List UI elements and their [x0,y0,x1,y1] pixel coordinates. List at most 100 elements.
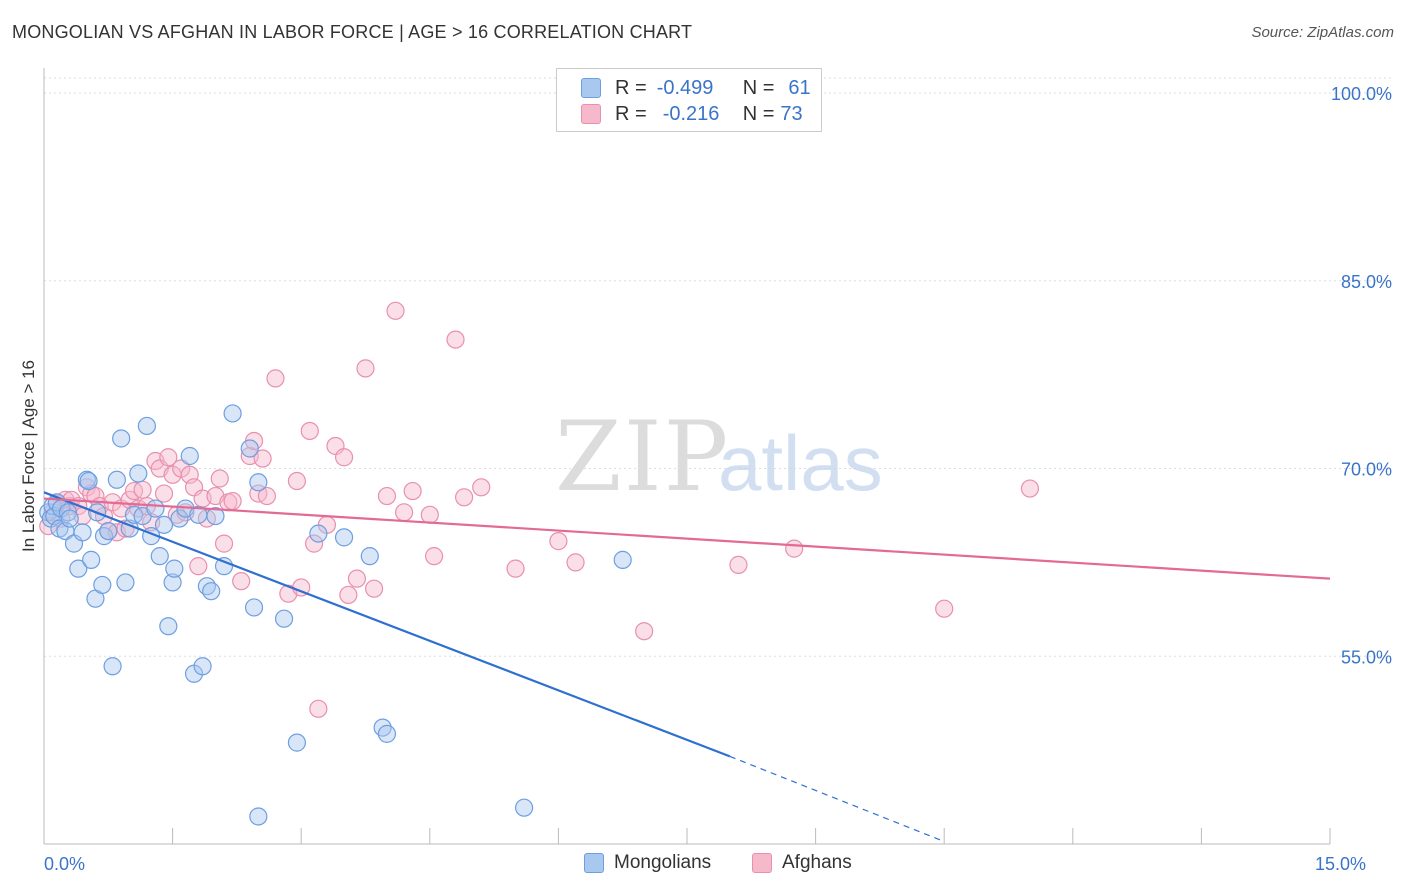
afghan-point [214,534,234,553]
correlation-legend: R = -0.499 N = 61 R = -0.216 N = 73 [556,68,822,132]
mongolian-point [107,470,126,489]
afghan-point [1020,479,1040,498]
watermark-atlas: atlas [718,419,883,507]
mongolian-point [93,575,112,595]
x-tick-label: 15.0% [1315,854,1366,874]
mongolian-point [137,416,156,436]
mongolian-point [274,609,294,628]
x-tick-label: 0.0% [44,854,85,874]
mongolian-point [206,506,225,526]
source-label: Source: ZipAtlas.com [1251,24,1394,41]
afghan-point [403,481,422,501]
afghan-point [266,369,285,388]
mongolian-point [82,550,101,569]
chart-title: MONGOLIAN VS AFGHAN IN LABOR FORCE | AGE… [12,22,693,42]
afghan-point [785,539,804,558]
legend-row-afghans: R = -0.216 N = 73 [581,102,803,126]
mongolian-point [79,471,98,491]
mongolian-point [73,523,92,542]
mongolian-point [214,557,234,576]
mongolian-point [240,439,259,458]
mongolian-point [360,547,379,566]
axis-layer [43,68,1331,845]
afghan-point [424,547,444,566]
mongolian-point [163,573,182,592]
afghan-point [133,480,152,499]
afghan-point [935,599,954,618]
afghan-point [364,579,384,598]
afghan-point [394,503,414,522]
afghan-point [549,532,568,551]
trend-layer [43,491,1331,843]
mongolian-point [60,509,79,528]
mongolians-trend-line [43,491,731,758]
mongolian-point [309,524,328,543]
mongolian-point [159,617,178,636]
afghan-swatch [581,104,601,124]
afghan-point [253,449,272,468]
afghan-point [420,505,439,524]
afghan-point [446,330,465,349]
watermark-zip: ZIP [555,401,730,513]
afghan-point [377,486,397,506]
afghan-point [304,534,324,553]
legend-r-value: -0.499 [656,76,714,99]
bottom-legend-mongolians: Mongolians [584,852,711,874]
afghan-point [210,469,229,488]
mongolian-point [154,515,174,534]
mongolian-point [244,598,264,617]
afghan-point [309,699,328,718]
afghan-point [154,484,174,503]
mongolian-point [146,499,165,518]
afghan-point [223,491,242,511]
afghan-point [232,572,251,591]
bottom-legend-afghans: Afghans [752,852,852,874]
mongolian-point [58,503,78,522]
mongolian-point [193,657,212,676]
afghan-point [334,448,354,467]
legend-n-value: 73 [780,102,803,125]
mongolian-point [103,657,122,676]
y-tick-label: 55.0% [1341,647,1392,667]
afghan-point [287,471,307,491]
bottom-legend-afghans-label: Afghans [782,852,852,873]
mongolians-points [39,404,632,826]
afghan-point [635,622,654,641]
mongolian-point [249,807,268,826]
mongolian-point [180,446,199,466]
mongolian-point [613,550,632,569]
mongolian-point [202,582,221,601]
mongolian-point [515,798,534,817]
tick-label-layer: 100.0% 85.0% 70.0% 55.0% 0.0% 15.0% [44,84,1392,874]
mongolian-point [116,573,135,592]
afghan-point [729,555,748,574]
mongolian-point [99,521,118,541]
legend-r-value: -0.216 [662,102,720,125]
legend-n-label: N = [742,102,775,125]
afghan-point [454,488,474,507]
legend-n-value: 61 [788,76,811,99]
afghan-point [189,557,208,576]
afghan-point [257,486,277,506]
mongolian-point [334,528,354,547]
afghan-point [339,585,358,605]
afghan-swatch [752,853,772,873]
watermark: ZIP atlas [555,401,883,513]
afghan-point [506,559,525,578]
legend-row-mongolians: R = -0.499 N = 61 [581,76,811,100]
y-tick-label: 100.0% [1331,84,1392,104]
afghan-point [566,553,585,572]
legend-n-label: N = [742,76,775,99]
y-tick-label: 70.0% [1341,460,1392,480]
y-axis-label: In Labor Force | Age > 16 [19,360,38,552]
afghan-point [472,478,491,497]
mongolian-point [223,404,242,423]
mongolian-point [129,464,148,483]
afghan-point [386,301,405,320]
y-tick-label: 85.0% [1341,272,1392,292]
afghans-trend-line [43,497,1331,580]
afghan-point [356,359,375,378]
mongolian-swatch [581,78,601,98]
mongolian-point [170,509,189,528]
